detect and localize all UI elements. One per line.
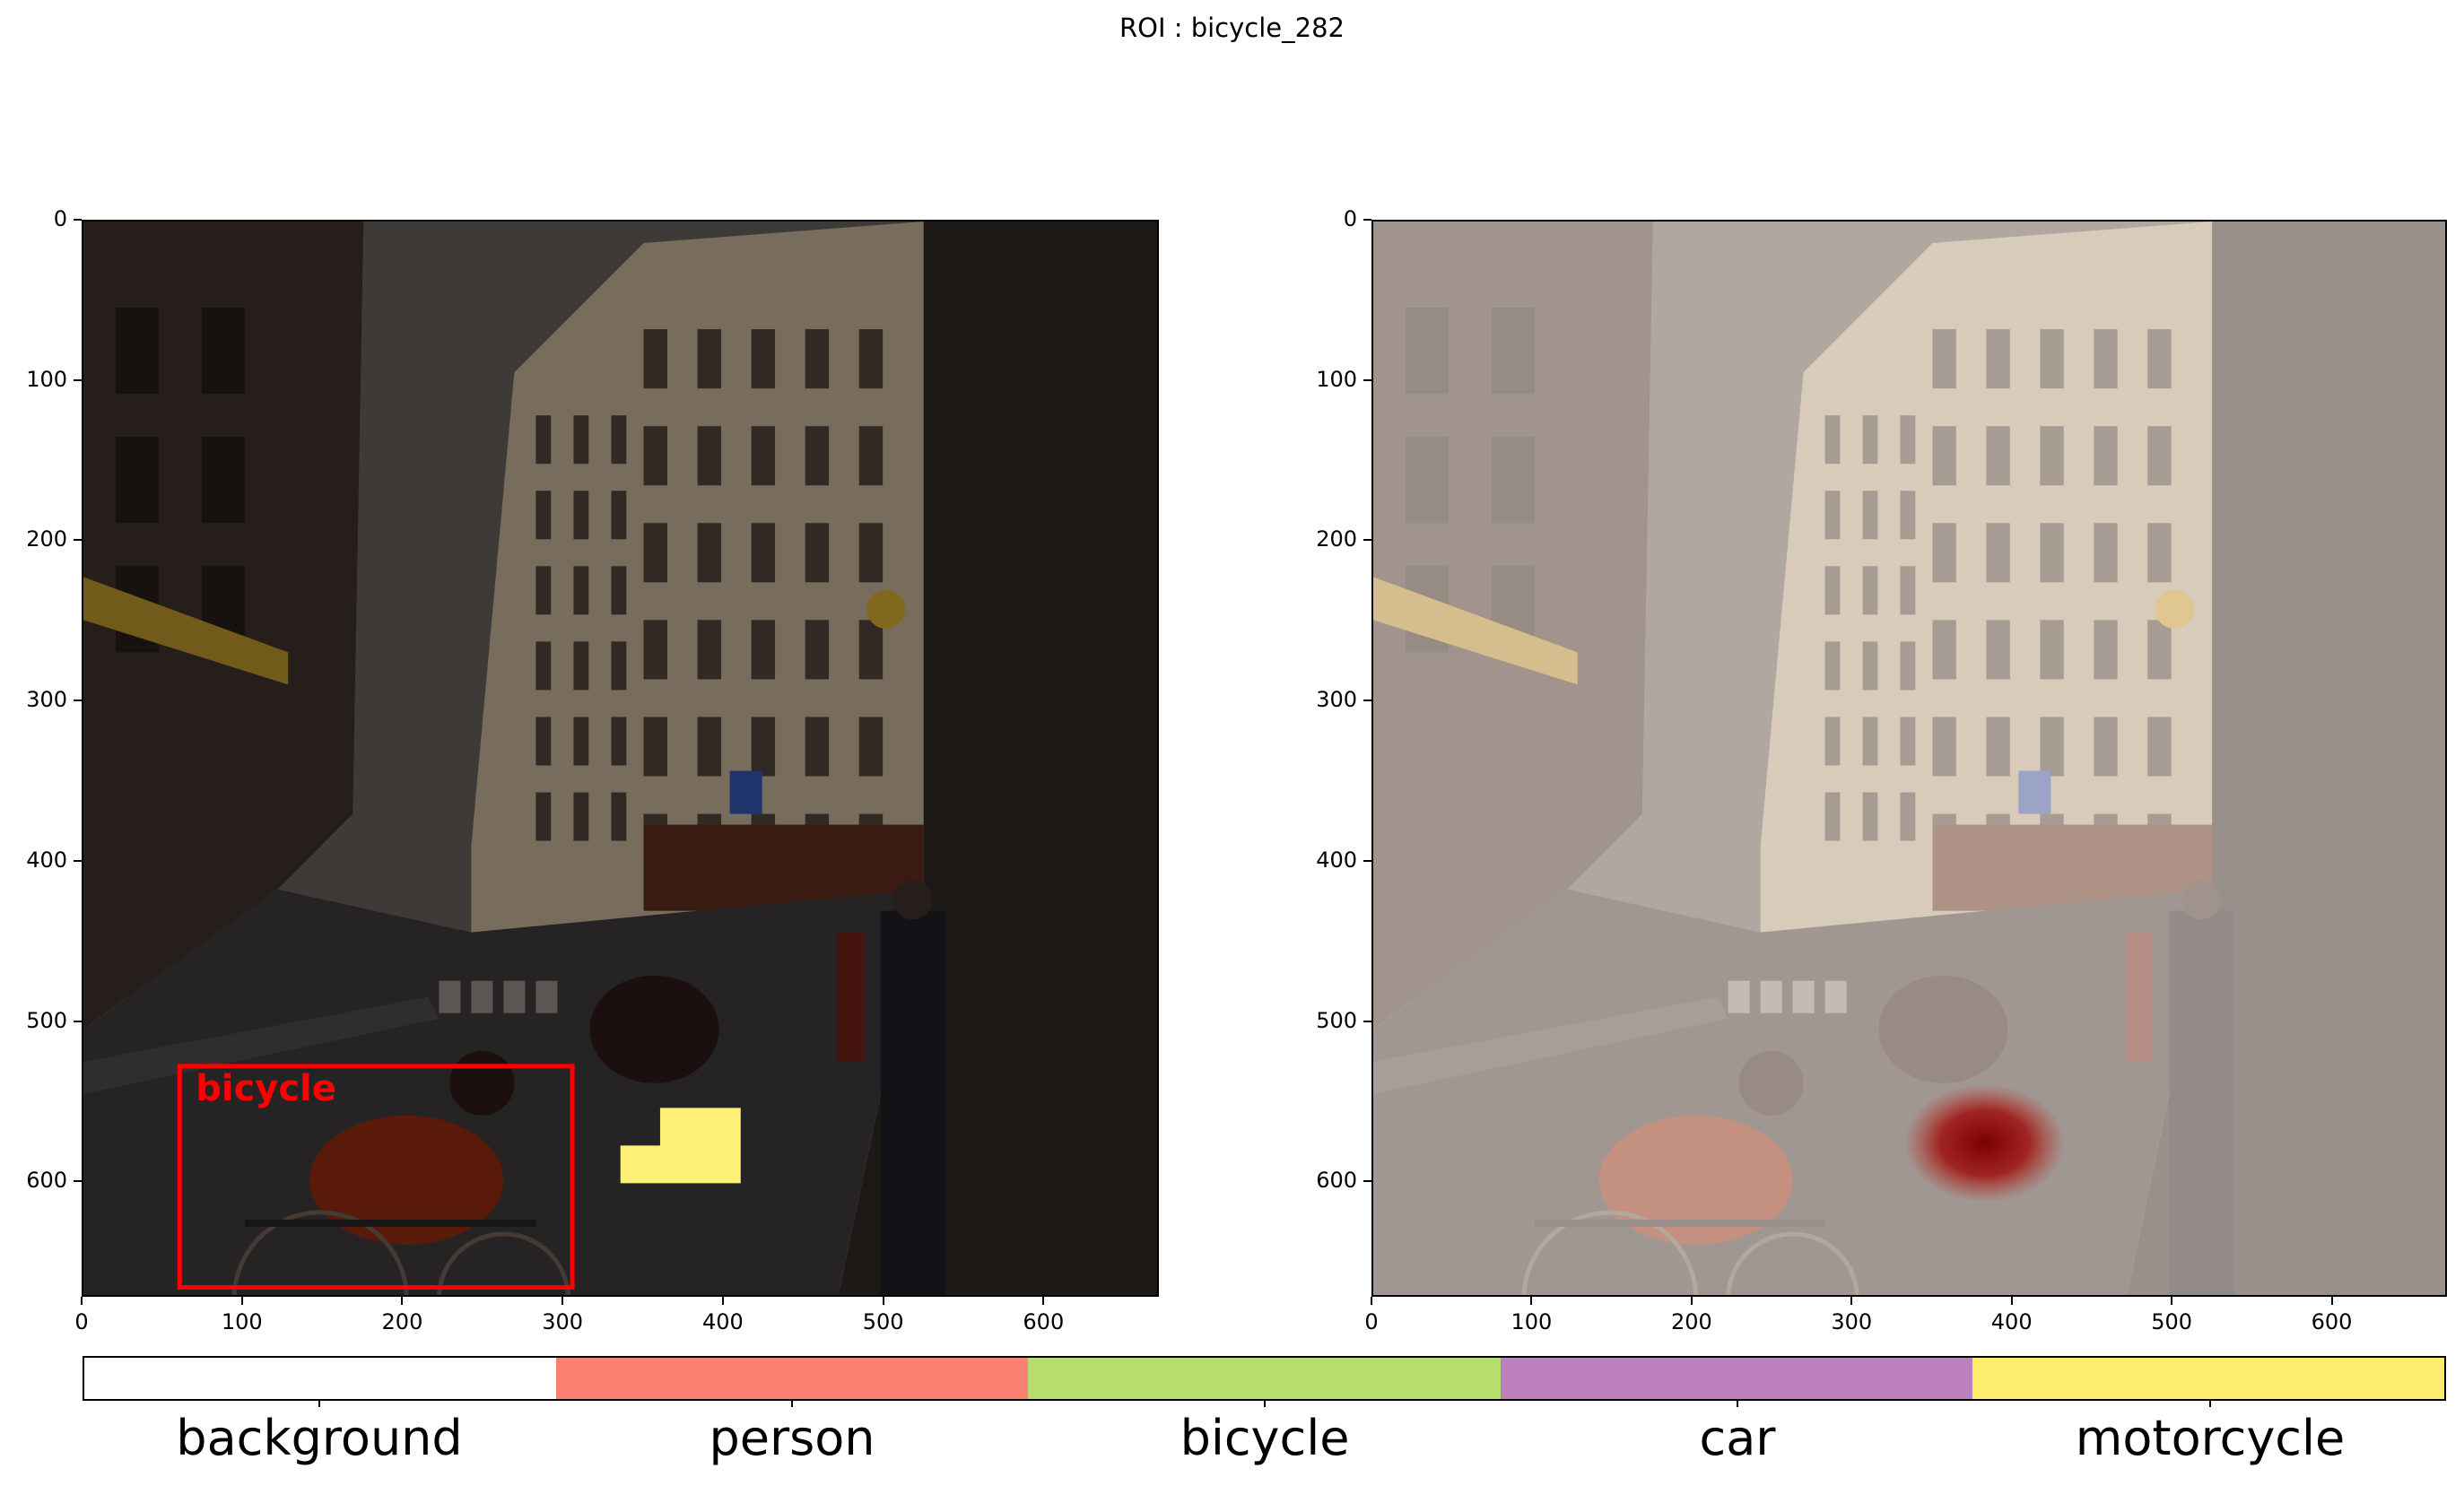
colorbar-segment-person: [556, 1358, 1029, 1399]
x-tick-label: 300: [1831, 1309, 1873, 1334]
y-tick-label: 0: [1343, 206, 1357, 231]
colorbar-segment-bicycle: [1028, 1358, 1501, 1399]
y-tick-mark: [1363, 1180, 1371, 1183]
y-tick-mark: [1363, 539, 1371, 542]
y-tick-mark: [74, 378, 82, 381]
y-tick-mark: [1363, 700, 1371, 702]
y-tick-label: 300: [26, 687, 67, 713]
y-tick-label: 400: [1316, 847, 1357, 873]
y-tick-label: 100: [1316, 366, 1357, 392]
x-tick-label: 200: [1670, 1309, 1712, 1334]
y-tick-mark: [74, 700, 82, 702]
colorbar-tick: [790, 1399, 793, 1407]
x-tick-label: 500: [862, 1309, 904, 1334]
x-tick-label: 200: [381, 1309, 423, 1334]
x-tick-mark: [882, 1297, 884, 1305]
y-tick-mark: [74, 539, 82, 542]
x-tick-mark: [2171, 1297, 2173, 1305]
x-tick-mark: [1371, 1297, 1372, 1305]
x-tick-label: 600: [1023, 1309, 1065, 1334]
left-image-panel: bicycle: [82, 220, 1159, 1297]
y-tick-label: 500: [26, 1007, 67, 1033]
y-tick-mark: [74, 1180, 82, 1183]
x-tick-label: 0: [74, 1309, 89, 1334]
x-tick-mark: [721, 1297, 724, 1305]
colorbar-label-person: person: [709, 1410, 875, 1466]
x-tick-mark: [1530, 1297, 1533, 1305]
colorbar-label-car: car: [1699, 1410, 1776, 1466]
x-tick-mark: [401, 1297, 404, 1305]
y-tick-label: 200: [26, 526, 67, 552]
colorbar-segment-background: [84, 1358, 557, 1399]
x-tick-mark: [1042, 1297, 1045, 1305]
colorbar-label-bicycle: bicycle: [1180, 1410, 1350, 1466]
y-tick-mark: [1363, 219, 1371, 221]
y-tick-mark: [74, 219, 82, 221]
y-tick-label: 600: [26, 1168, 67, 1194]
x-tick-label: 500: [2151, 1309, 2193, 1334]
colorbar-label-motorcycle: motorcycle: [2075, 1410, 2346, 1466]
x-tick-mark: [240, 1297, 243, 1305]
x-tick-label: 0: [1364, 1309, 1379, 1334]
y-tick-label: 500: [1316, 1007, 1357, 1033]
attention-heatmap-blob: [1903, 1083, 2066, 1203]
colorbar-segment-car: [1500, 1358, 1972, 1399]
colorbar-tick: [318, 1399, 320, 1407]
y-tick-label: 0: [53, 206, 67, 231]
y-tick-mark: [1363, 378, 1371, 381]
x-tick-mark: [81, 1297, 83, 1305]
colorbar-tick: [1263, 1399, 1266, 1407]
x-tick-mark: [2010, 1297, 2013, 1305]
x-tick-mark: [562, 1297, 564, 1305]
right-image-panel: [1371, 220, 2447, 1297]
bbox-bicycle: [177, 1064, 575, 1290]
bbox-label-bicycle: bicycle: [196, 1068, 336, 1109]
class-colorbar: [83, 1356, 2446, 1401]
x-tick-label: 100: [221, 1309, 263, 1334]
colorbar-label-background: background: [176, 1410, 463, 1466]
y-tick-label: 300: [1316, 687, 1357, 713]
x-tick-label: 400: [701, 1309, 744, 1334]
figure-title: ROI : bicycle_282: [1119, 13, 1345, 43]
y-tick-label: 400: [26, 847, 67, 873]
x-tick-mark: [1690, 1297, 1693, 1305]
street-scene-image: [83, 222, 1157, 1295]
y-tick-mark: [1363, 859, 1371, 862]
y-tick-label: 600: [1316, 1168, 1357, 1194]
x-tick-label: 100: [1511, 1309, 1553, 1334]
colorbar-tick: [1736, 1399, 1738, 1407]
x-tick-label: 300: [542, 1309, 584, 1334]
x-tick-mark: [2330, 1297, 2333, 1305]
y-tick-label: 100: [26, 366, 67, 392]
mask-motorcycle: [620, 1108, 741, 1184]
x-tick-mark: [1850, 1297, 1853, 1305]
y-tick-mark: [74, 1020, 82, 1022]
colorbar-tick: [2208, 1399, 2211, 1407]
y-tick-mark: [74, 859, 82, 862]
x-tick-label: 400: [1990, 1309, 2033, 1334]
x-tick-label: 600: [2311, 1309, 2353, 1334]
y-tick-mark: [1363, 1020, 1371, 1022]
y-tick-label: 200: [1316, 526, 1357, 552]
colorbar-segment-motorcycle: [1972, 1358, 2445, 1399]
